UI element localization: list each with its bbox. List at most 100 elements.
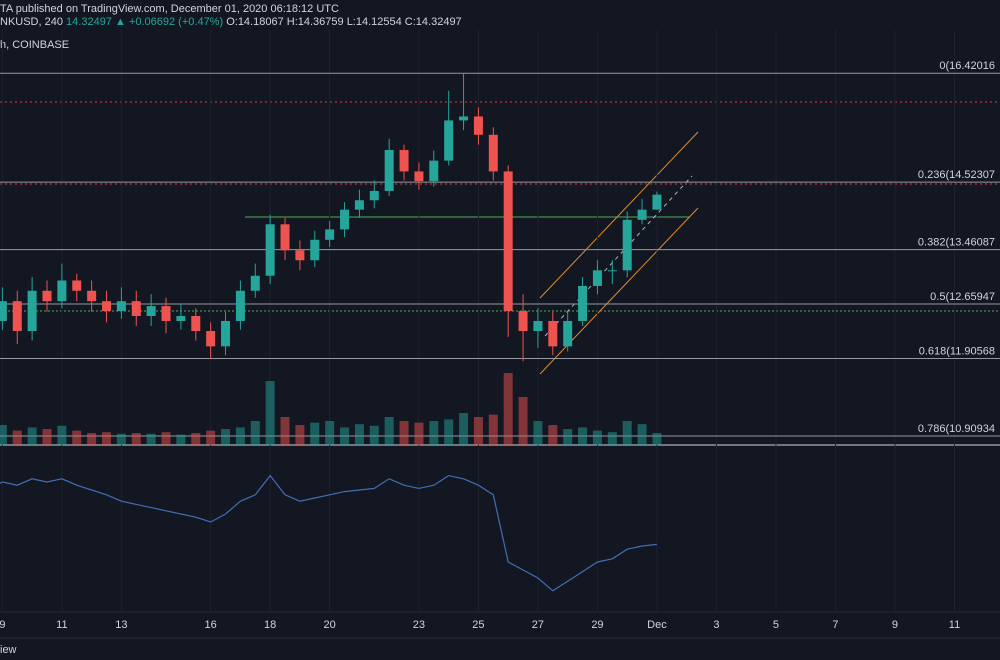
x-tick-label: 20 <box>324 619 336 631</box>
volume-bar <box>27 427 37 445</box>
candle-body <box>221 320 231 347</box>
volume-bar <box>652 433 662 445</box>
volume-bar <box>473 417 483 445</box>
candle-body <box>250 275 260 291</box>
source: h, COINBASE <box>0 39 69 51</box>
x-tick-label: 16 <box>205 619 217 631</box>
volume-bar <box>429 421 439 445</box>
x-tick-label: 11 <box>56 619 67 631</box>
volume-bar <box>384 417 394 445</box>
volume-bar <box>607 432 617 445</box>
volume-bar <box>57 425 67 445</box>
candle-body <box>206 331 216 347</box>
fib-label: 0.618(11.90568 <box>919 345 995 357</box>
volume-bar <box>221 429 231 445</box>
candle-body <box>161 306 171 321</box>
candle-body <box>340 209 350 230</box>
candle-body <box>191 315 201 332</box>
volume-bar <box>131 433 141 445</box>
volume-bar <box>325 421 335 445</box>
volume-bar <box>592 430 602 445</box>
volume-bar <box>280 417 290 445</box>
candle-body <box>384 149 394 191</box>
volume-bar <box>622 421 632 445</box>
footer-text: iew <box>0 644 17 656</box>
candle-body <box>176 315 186 321</box>
candle-body <box>473 116 483 135</box>
volume-bar <box>235 427 245 445</box>
x-tick-label: 9 <box>0 619 5 631</box>
candle-body <box>488 134 498 172</box>
volume-bar <box>161 432 171 445</box>
volume-bar <box>354 424 364 445</box>
volume-bar <box>533 421 543 445</box>
price: 14.32497 <box>66 16 112 28</box>
candle-body <box>548 320 558 347</box>
x-tick-label: 29 <box>591 619 603 631</box>
candle-body <box>652 194 662 210</box>
x-tick-label: 13 <box>115 619 127 631</box>
candle-body <box>563 320 573 347</box>
volume-bar <box>503 373 513 445</box>
x-tick-label: 7 <box>832 619 838 631</box>
volume-bar <box>563 429 573 445</box>
volume-bar <box>488 414 498 445</box>
volume-bar <box>42 429 52 445</box>
candle-body <box>72 280 82 291</box>
candle-body <box>503 171 513 312</box>
ohlc: O:14.18067 H:14.36759 L:14.12554 C:14.32… <box>226 16 461 28</box>
volume-bar <box>310 422 320 445</box>
candle-body <box>265 224 275 276</box>
candle-body <box>399 149 409 172</box>
candle-body <box>459 116 469 121</box>
candle-body <box>369 190 379 201</box>
fib-label: 0.382(13.46087 <box>918 236 995 248</box>
x-tick-label: 3 <box>713 619 719 631</box>
volume-bar <box>414 422 424 445</box>
candle-body <box>87 290 97 302</box>
x-tick-label: 11 <box>949 619 960 631</box>
fib-label: 0(16.42016 <box>939 60 995 72</box>
indicator-line <box>0 474 657 592</box>
volume-bar <box>116 433 126 445</box>
candle-body <box>146 306 156 316</box>
volume-bar <box>72 430 82 445</box>
candle-body <box>414 171 424 182</box>
candle-body <box>116 301 126 312</box>
candle-body <box>12 301 22 332</box>
volume-bar <box>444 419 454 445</box>
x-tick-label: 27 <box>532 619 544 631</box>
x-tick-label: 25 <box>472 619 484 631</box>
candle-body <box>518 311 528 332</box>
candle-body <box>27 290 37 332</box>
x-tick-label: 23 <box>413 619 425 631</box>
candle-body <box>280 224 290 251</box>
candle-body <box>429 160 439 182</box>
candle-body <box>235 290 245 321</box>
volume-bar <box>191 433 201 445</box>
volume-bar <box>637 424 647 445</box>
candle-body <box>295 250 305 261</box>
candle-body <box>533 320 543 332</box>
candle-body <box>131 301 141 316</box>
x-tick-label: 9 <box>892 619 898 631</box>
fib-label: 0.5(12.65947 <box>930 291 995 303</box>
candle-body <box>0 301 7 321</box>
volume-bar <box>12 430 22 445</box>
candle-body <box>592 270 602 286</box>
x-tick-label: 18 <box>264 619 276 631</box>
candle-body <box>444 120 454 161</box>
volume-bar <box>102 432 112 445</box>
volume-bar <box>548 425 558 445</box>
channel-line <box>539 131 699 299</box>
volume-bar <box>459 413 469 445</box>
volume-bar <box>295 425 305 445</box>
candle-body <box>325 229 335 240</box>
volume-bar <box>369 425 379 445</box>
candle-body <box>57 280 67 302</box>
candle-body <box>637 209 647 220</box>
volume-bar <box>340 427 350 445</box>
candle-body <box>102 301 112 312</box>
